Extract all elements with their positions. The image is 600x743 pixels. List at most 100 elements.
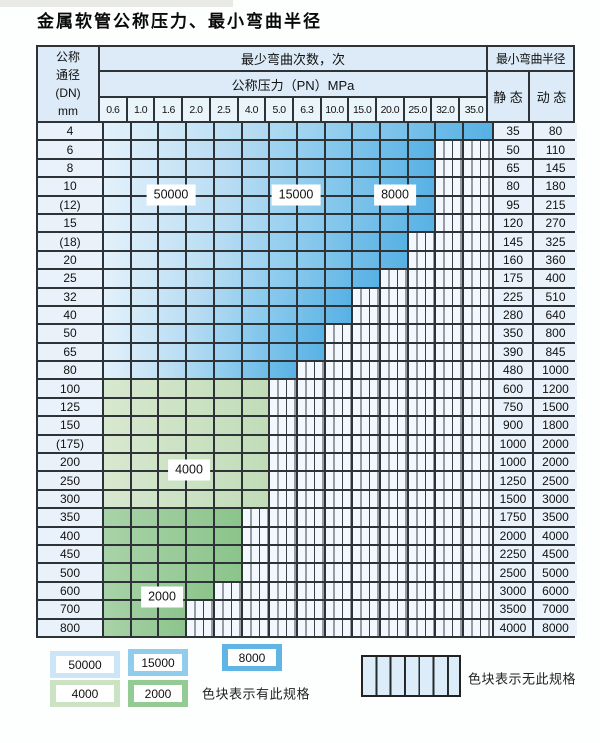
mid-header: 最少弯曲次数，次 公称压力（PN）MPa 0.6 1.0 1.6 2.0 2.5 4.0 5… <box>100 47 488 121</box>
no-spec-cell <box>464 564 492 581</box>
spec-cell <box>270 288 298 305</box>
spec-cell <box>298 251 326 269</box>
dn-cell: 65 <box>38 343 104 361</box>
spec-cell <box>104 325 132 342</box>
spec-cell <box>270 214 298 232</box>
static-radius-cell: 1000 <box>492 435 534 453</box>
pressure-area <box>104 619 492 636</box>
dn-cell: 400 <box>38 527 104 544</box>
spec-cell <box>132 214 160 232</box>
legend-swatch-value: 50000 <box>56 656 114 673</box>
spec-cell <box>326 306 354 324</box>
no-spec-cell <box>436 362 465 379</box>
spec-cell <box>409 178 437 195</box>
table-row: 32 225 510 <box>38 288 577 307</box>
no-spec-cell <box>381 527 409 544</box>
static-dynamic-row: 静 态 动 态 <box>488 72 573 121</box>
table-row: 40 280 640 <box>38 306 577 326</box>
pressure-area <box>104 472 492 489</box>
spec-cell <box>243 141 271 158</box>
no-spec-cell <box>325 509 354 526</box>
no-spec-cell <box>408 343 437 361</box>
spec-table: 公称 通径 (DN) mm 最少弯曲次数，次 公称压力（PN）MPa 0.6 1.… <box>36 45 577 638</box>
static-radius-cell: 1750 <box>492 509 534 526</box>
dynamic-radius-cell: 2000 <box>534 454 577 471</box>
dn-header-line: 通径 <box>55 68 80 82</box>
no-spec-cell <box>270 380 298 397</box>
static-radius-cell: 2250 <box>492 545 534 563</box>
spec-cell <box>132 306 160 324</box>
spec-cell <box>104 196 132 213</box>
static-radius-cell: 600 <box>492 380 534 397</box>
table-row: 25 175 400 <box>38 270 577 289</box>
no-spec-cell <box>436 251 465 269</box>
spec-cell <box>104 564 132 581</box>
dn-cell: 6 <box>38 141 104 158</box>
spec-cell <box>270 270 298 287</box>
spec-cell <box>381 159 409 177</box>
pressure-head-cell: 20.0 <box>377 98 405 121</box>
no-spec-cell <box>214 582 243 600</box>
no-spec-cell <box>325 527 354 544</box>
table-header: 公称 通径 (DN) mm 最少弯曲次数，次 公称压力（PN）MPa 0.6 1.… <box>38 47 573 123</box>
dynamic-radius-cell: 270 <box>534 214 577 232</box>
spec-cell <box>270 141 298 158</box>
no-spec-cell <box>436 509 465 526</box>
spec-cell <box>159 527 188 544</box>
spec-cell <box>187 196 215 213</box>
cycle-count-label: 2000 <box>141 586 183 608</box>
dn-cell: 500 <box>38 564 104 581</box>
no-spec-cell <box>464 251 492 269</box>
dynamic-radius-cell: 360 <box>534 251 577 269</box>
spec-cell <box>187 454 215 471</box>
table-row: 450 2250 4500 <box>38 545 577 565</box>
dynamic-radius-cell: 215 <box>534 196 577 213</box>
no-spec-cell <box>297 601 326 618</box>
cycle-color-band <box>104 288 354 305</box>
no-spec-cell <box>464 454 492 471</box>
spec-cell <box>159 270 188 287</box>
dn-cell: (175) <box>38 435 104 453</box>
no-spec-cell <box>408 454 437 471</box>
dynamic-radius-cell: 7000 <box>534 601 577 618</box>
pressure-area <box>104 123 492 140</box>
table-row: 80 480 1000 <box>38 362 577 381</box>
spec-cell <box>187 435 215 453</box>
no-spec-cell <box>381 288 409 305</box>
no-spec-cell <box>353 472 382 489</box>
no-spec-cell <box>325 582 354 600</box>
spec-cell <box>132 362 160 379</box>
spec-cell <box>132 417 160 434</box>
table-row: (18) 145 325 <box>38 233 577 252</box>
spec-cell <box>215 454 243 471</box>
spec-cell <box>353 270 382 287</box>
static-radius-cell: 175 <box>492 270 534 287</box>
no-spec-cell <box>408 490 437 508</box>
spec-cell <box>104 398 132 416</box>
spec-cell <box>132 601 160 618</box>
pressure-head-cell: 15.0 <box>349 98 378 121</box>
static-radius-cell: 2500 <box>492 564 534 581</box>
spec-cell <box>243 178 271 195</box>
dynamic-radius-cell: 1200 <box>534 380 577 397</box>
spec-cell <box>159 306 188 324</box>
pressure-head-cell: 2.0 <box>183 98 211 121</box>
pressure-area <box>104 417 492 434</box>
spec-cell <box>159 343 188 361</box>
dn-cell: 150 <box>38 417 104 434</box>
dynamic-radius-cell: 180 <box>534 178 577 195</box>
static-radius-cell: 35 <box>492 123 534 140</box>
no-spec-cell <box>408 251 437 269</box>
no-spec-cell <box>408 435 437 453</box>
dynamic-radius-cell: 3500 <box>534 509 577 526</box>
no-spec-cell <box>436 601 465 618</box>
spec-cell <box>215 325 243 342</box>
pressure-area <box>104 306 492 324</box>
legend-swatch-2000: 2000 <box>128 680 188 707</box>
spec-cell <box>132 123 160 140</box>
pressure-area <box>104 325 492 342</box>
cycle-color-band <box>104 362 298 379</box>
spec-cell <box>132 343 160 361</box>
spec-cell <box>159 490 188 508</box>
spec-cell <box>381 233 409 250</box>
